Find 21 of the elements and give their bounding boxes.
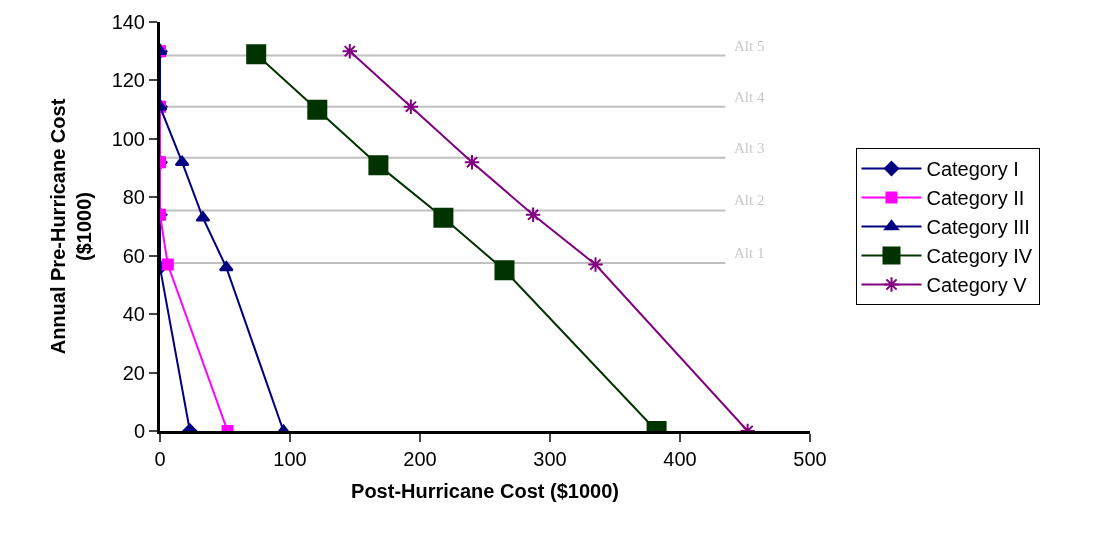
y-axis-title: Annual Pre-Hurricane Cost ($1000) [47, 98, 96, 355]
legend-label: Category III [926, 216, 1030, 239]
x-tick-label: 200 [403, 448, 437, 470]
x-tick-label: 100 [273, 448, 307, 470]
y-tick-label: 120 [111, 69, 145, 92]
y-tick-label: 100 [111, 127, 145, 150]
y-tick-label: 140 [111, 11, 145, 33]
x-tick-label: 500 [793, 448, 827, 470]
x-axis-title: Post-Hurricane Cost ($1000) [351, 479, 619, 502]
legend-label: Category II [926, 187, 1025, 210]
y-tick-label: 0 [133, 420, 145, 442]
y-tick-label: 60 [122, 244, 145, 267]
y-tick-label: 20 [122, 361, 145, 384]
legend-label: Category IV [926, 245, 1033, 268]
legend-label: Category I [926, 158, 1019, 181]
legend-label: Category V [926, 274, 1028, 297]
y-tick-label: 80 [122, 186, 145, 209]
y-tick-label: 40 [122, 303, 145, 326]
x-tick-label: 300 [533, 448, 567, 470]
x-tick-label: 0 [154, 448, 166, 470]
x-tick-label: 400 [663, 448, 697, 470]
